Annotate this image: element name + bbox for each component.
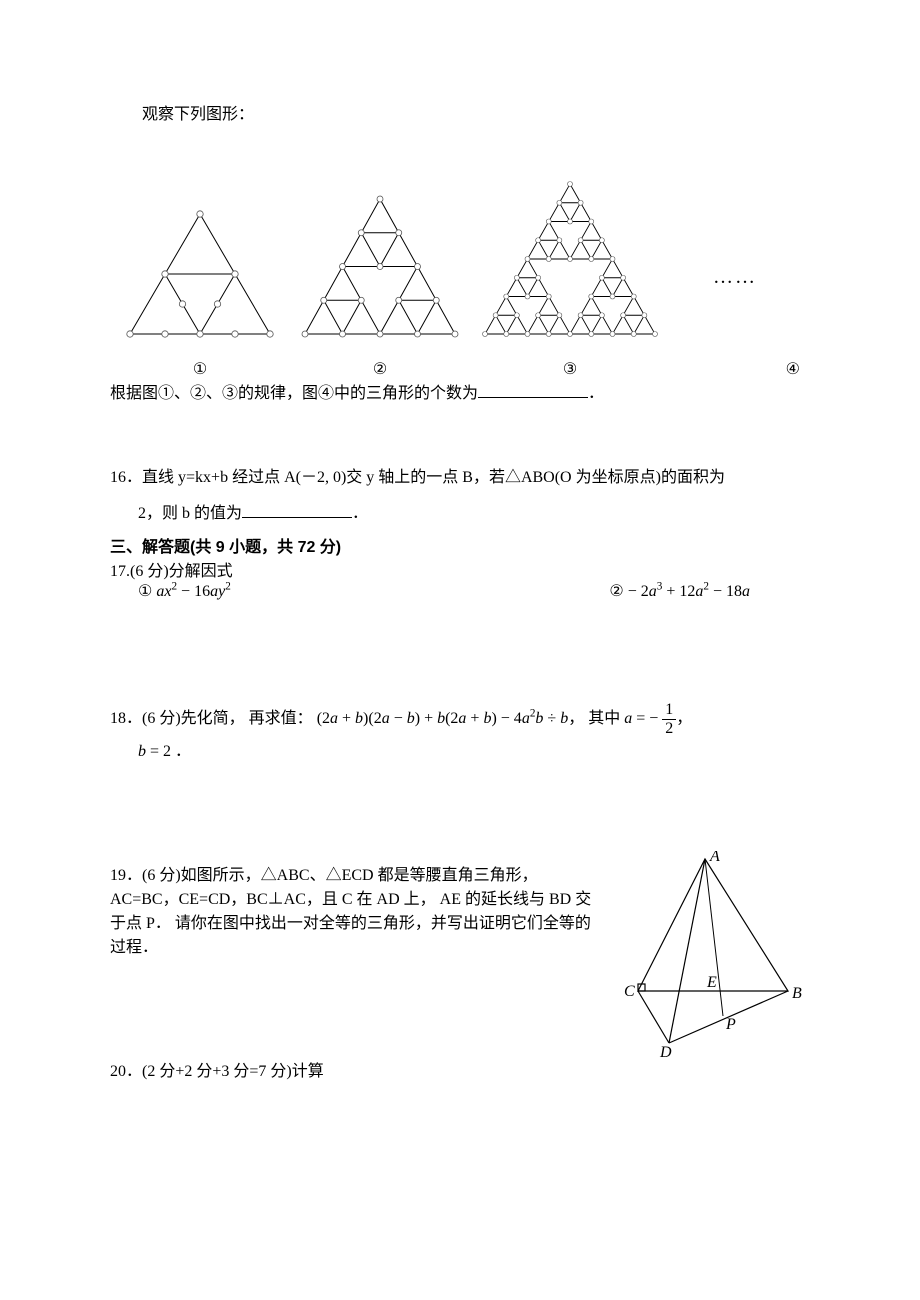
q18-expr: (2a + b)(2a − b) + b(2a + b) − 4a2b ÷ b xyxy=(317,710,569,727)
q17-part2: ② − 2a3 + 12a2 − 18a xyxy=(609,581,810,601)
q20-text: (2 分+2 分+3 分=7 分)计算 xyxy=(142,1063,324,1080)
q17-p2-math: − 2a3 + 12a2 − 18a xyxy=(628,583,750,600)
figure-label-1: ① xyxy=(110,359,290,379)
q18-tail1: ， xyxy=(676,710,692,727)
q18-frac-den: 2 xyxy=(662,720,676,738)
q16-num: 16． xyxy=(110,469,142,486)
q19-figure: A C B D E P xyxy=(610,851,810,1066)
q17-p1-math: ax2 − 16ay2 xyxy=(156,583,230,600)
figure-label-4: ④ xyxy=(670,359,810,379)
q18-lead: (6 分)先化简， 再求值： xyxy=(142,710,313,727)
q16: 16．直线 y=kx+b 经过点 A(－2, 0)交 y 轴上的一点 B，若△A… xyxy=(110,463,810,487)
q18-line2: b = 2 ． xyxy=(138,737,810,761)
q19: A C B D E P 19．(6 分)如图所示，△ABC、△ECD 都是等腰直… xyxy=(110,861,810,957)
q20-num: 20． xyxy=(110,1063,142,1080)
q18-frac-num: 1 xyxy=(662,701,676,720)
blank-1 xyxy=(478,381,588,398)
q18-a: a = − 12 xyxy=(624,710,676,727)
blank-2 xyxy=(242,501,352,518)
figure-row: …… xyxy=(110,174,810,349)
label-B: B xyxy=(792,985,802,1002)
label-E: E xyxy=(706,974,717,991)
q15-tail-a: 根据图①、②、③的规律，图④中的三角形的个数为 xyxy=(110,385,478,402)
figure-label-2: ② xyxy=(290,359,470,379)
figure-label-3: ③ xyxy=(470,359,670,379)
label-D: D xyxy=(659,1044,672,1061)
q17-p2-label: ② xyxy=(609,583,623,600)
figure-labels: ① ② ③ ④ xyxy=(110,359,810,379)
figure-3 xyxy=(470,174,670,349)
figure-1 xyxy=(110,194,290,349)
q18-mid: ， 其中 xyxy=(568,710,624,727)
figure-2 xyxy=(290,184,470,349)
figure-ellipsis: …… xyxy=(670,266,800,349)
q16-line2: 2，则 b 的值为 ． xyxy=(138,499,810,523)
label-P: P xyxy=(725,1016,736,1033)
q17: 17.(6 分)分解因式 xyxy=(110,557,810,581)
q16-text-c: ． xyxy=(352,505,368,522)
intro-text: 观察下列图形： xyxy=(110,100,810,124)
q16-text-b: 2，则 b 的值为 xyxy=(138,505,242,522)
q15-tail-b: ． xyxy=(588,385,604,402)
q16-text-a: 直线 y=kx+b 经过点 A(－2, 0)交 y 轴上的一点 B，若△ABO(… xyxy=(142,469,725,486)
q17-part1: ① ax2 − 16ay2 xyxy=(138,581,231,601)
label-A: A xyxy=(709,851,720,865)
label-C: C xyxy=(624,983,635,1000)
q18-num: 18． xyxy=(110,710,142,727)
q17-p1-label: ① xyxy=(138,583,152,600)
q19-text: (6 分)如图所示，△ABC、△ECD 都是等腰直角三角形，AC=BC，CE=C… xyxy=(110,867,591,956)
q18: 18．(6 分)先化简， 再求值： (2a + b)(2a − b) + b(2… xyxy=(110,701,810,737)
q19-num: 19． xyxy=(110,867,142,884)
q18-b: b = 2 xyxy=(138,743,171,760)
q17-parts: ① ax2 − 16ay2 ② − 2a3 + 12a2 − 18a xyxy=(138,581,810,601)
q15-tail: 根据图①、②、③的规律，图④中的三角形的个数为 ． xyxy=(110,379,810,403)
section-3-heading: 三、解答题(共 9 小题，共 72 分) xyxy=(110,533,810,557)
